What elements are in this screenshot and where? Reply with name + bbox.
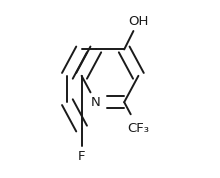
Text: CF₃: CF₃ xyxy=(127,122,149,135)
Text: N: N xyxy=(91,96,101,109)
Text: OH: OH xyxy=(128,15,148,28)
Text: F: F xyxy=(78,150,85,163)
